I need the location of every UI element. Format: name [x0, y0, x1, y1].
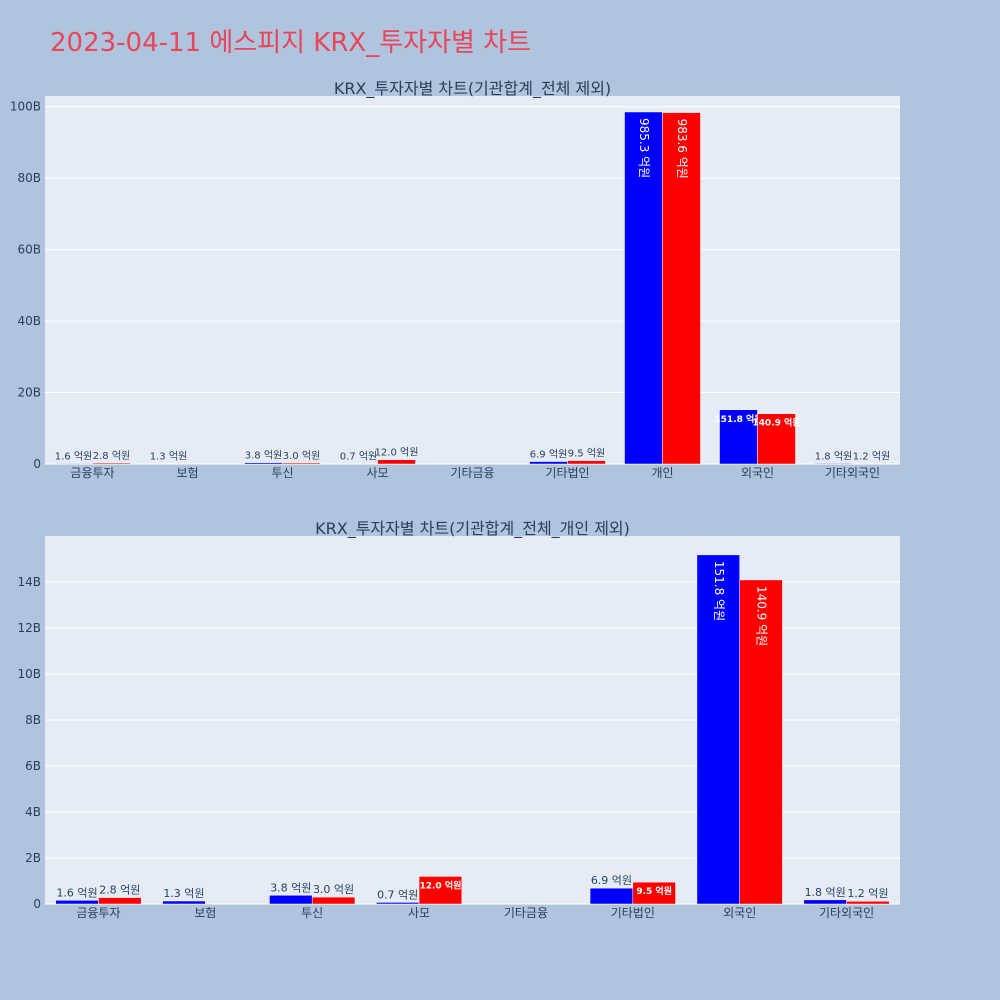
- data-label: 9.5 억원: [636, 885, 672, 897]
- y-tick-label: 6B: [25, 759, 41, 773]
- data-label: 1.3 억원: [163, 887, 204, 900]
- y-tick-label: 40B: [17, 314, 41, 328]
- data-label: 1.3 억원: [150, 451, 187, 463]
- subplot-title: KRX_투자자별 차트(기관합계_전체_개인 제외): [315, 519, 630, 539]
- x-tick-label: 투신: [271, 466, 293, 480]
- x-tick-label: 기타금융: [504, 906, 548, 920]
- data-label: 3.0 억원: [283, 450, 320, 462]
- bar: [377, 459, 416, 465]
- bar: [98, 897, 142, 905]
- x-tick-label: 기타외국인: [825, 466, 880, 480]
- y-tick-label: 4B: [25, 805, 41, 819]
- bar: [376, 902, 420, 905]
- data-label: 0.7 억원: [377, 888, 418, 901]
- bar: [269, 895, 313, 905]
- bar: [418, 876, 463, 905]
- bar: [162, 900, 206, 905]
- bar: [846, 900, 890, 905]
- y-tick-label: 60B: [17, 243, 41, 257]
- y-tick-label: 8B: [25, 713, 41, 727]
- y-tick-label: 0: [33, 457, 41, 471]
- data-label: 985.3 억원: [637, 118, 651, 178]
- data-label: 3.0 억원: [313, 883, 354, 896]
- data-label: 3.8 억원: [270, 881, 311, 894]
- bar: [589, 887, 634, 905]
- data-label: 983.6 억원: [675, 119, 689, 179]
- bar: [803, 899, 847, 905]
- y-tick-label: 2B: [25, 851, 41, 865]
- data-label: 12.0 억원: [375, 447, 419, 459]
- y-tick-label: 10B: [17, 667, 41, 681]
- data-label: 140.9 억원: [755, 586, 769, 646]
- data-label: 12.0 억원: [419, 879, 461, 891]
- x-tick-label: 개인: [651, 466, 673, 480]
- y-tick-label: 80B: [17, 171, 41, 185]
- x-tick-label: 사모: [408, 906, 430, 920]
- bar: [55, 900, 99, 905]
- bar: [311, 896, 356, 905]
- y-tick-label: 20B: [17, 386, 41, 400]
- chart-top: 0 20B 40B 60B 80B 100B KRX_투자자별 차트(기관합계_전체 제외)…: [10, 79, 900, 480]
- data-label: 3.8 억원: [245, 450, 282, 462]
- data-label: 6.9 억원: [530, 449, 567, 461]
- bar: [624, 111, 663, 465]
- x-tick-label: 기타금융: [450, 466, 494, 480]
- bar: [696, 554, 740, 905]
- chart-bottom: 0 2B 4B 6B 8B 10B 12B 14B KRX_투자자별 차트(기관합계_전체_개인…: [17, 519, 900, 920]
- data-label: 0.7 억원: [340, 451, 377, 463]
- x-tick-label: 기타외국인: [819, 906, 874, 920]
- page-title: 2023-04-11 에스피지 KRX_투자자별 차트: [50, 28, 532, 58]
- x-tick-label: 투신: [301, 906, 323, 920]
- bar: [739, 579, 783, 905]
- x-tick-label: 보험: [176, 466, 198, 480]
- x-tick-label: 외국인: [723, 906, 756, 920]
- bar: [757, 413, 796, 465]
- x-tick-label: 기타법인: [611, 906, 655, 920]
- data-label: 1.8 억원: [805, 886, 846, 899]
- y-tick-label: 100B: [10, 100, 41, 114]
- data-label: 151.8 억원: [712, 561, 726, 621]
- data-label: 1.6 억원: [55, 450, 92, 462]
- data-label: 151.8 억원: [714, 413, 762, 425]
- bar: [282, 462, 321, 465]
- data-label: 6.9 억원: [591, 874, 632, 887]
- data-label: 1.8 억원: [815, 450, 852, 462]
- y-tick-label: 0: [33, 897, 41, 911]
- data-label: 1.2 억원: [847, 887, 888, 900]
- bar: [92, 462, 131, 465]
- x-tick-label: 외국인: [741, 466, 774, 480]
- subplot-title: KRX_투자자별 차트(기관합계_전체 제외): [334, 79, 611, 99]
- data-label: 2.8 억원: [99, 884, 140, 897]
- x-tick-label: 보험: [194, 906, 216, 920]
- x-tick-label: 금융투자: [70, 466, 114, 480]
- bar: [632, 881, 676, 905]
- y-tick-label: 12B: [17, 621, 41, 635]
- data-label: 1.6 억원: [56, 886, 97, 899]
- y-tick-label: 14B: [17, 575, 41, 589]
- plot-area: [45, 96, 900, 464]
- data-label: 9.5 억원: [568, 448, 605, 460]
- bar: [567, 460, 606, 465]
- bar: [719, 409, 758, 465]
- x-tick-label: 사모: [366, 466, 388, 480]
- bar: [662, 112, 701, 465]
- data-label: 1.2 억원: [853, 451, 890, 463]
- x-tick-label: 기타법인: [545, 466, 589, 480]
- data-label: 2.8 억원: [93, 450, 130, 462]
- x-tick-label: 금융투자: [76, 906, 120, 920]
- data-label: 140.9 억원: [752, 417, 800, 429]
